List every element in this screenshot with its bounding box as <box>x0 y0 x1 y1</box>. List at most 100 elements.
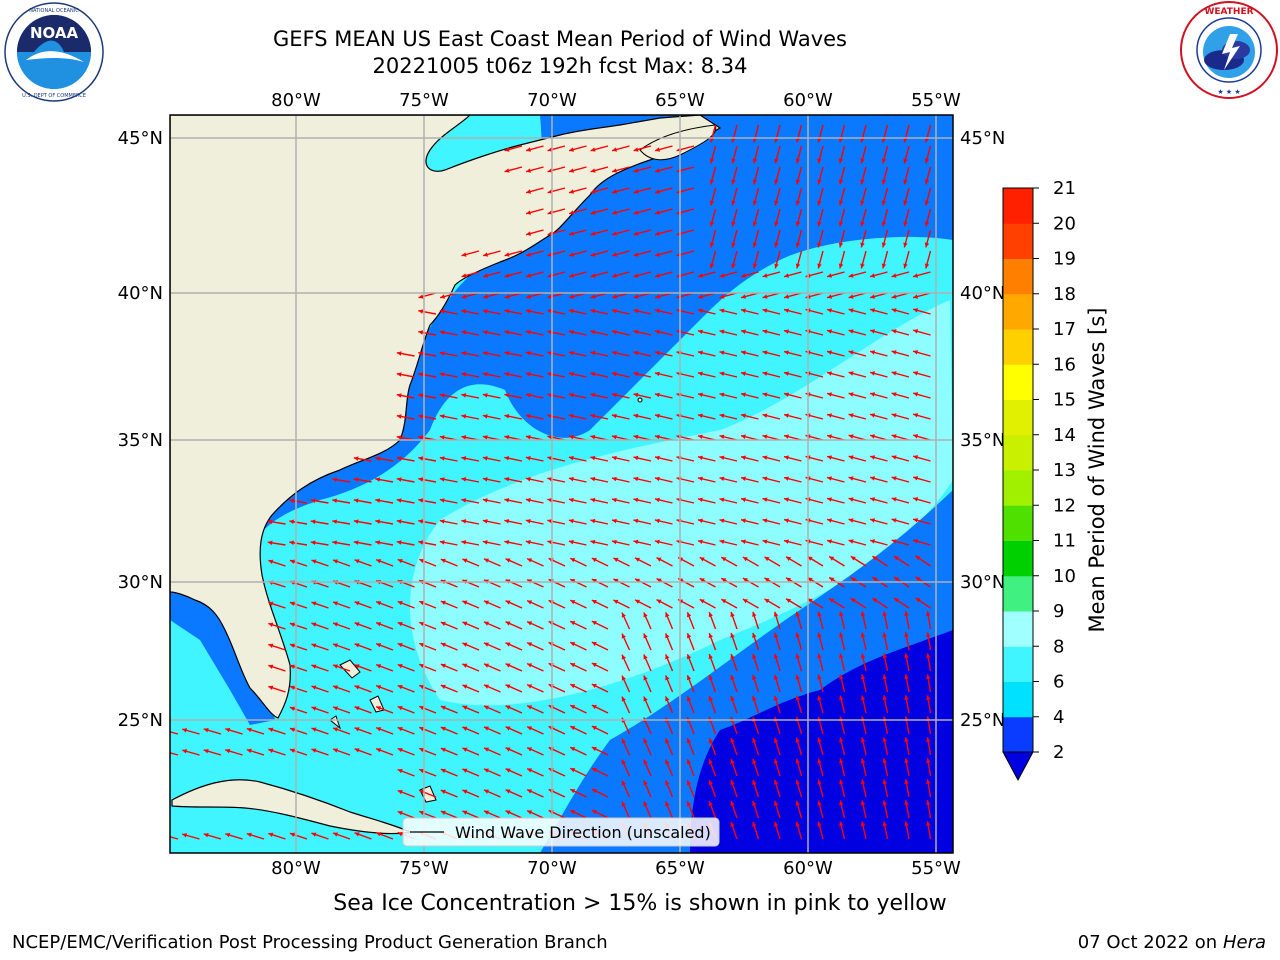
wave-arrow-head <box>439 519 445 524</box>
wave-arrow-head <box>569 168 575 173</box>
wave-arrow-head <box>419 705 425 711</box>
wave-arrow-head <box>570 621 576 626</box>
wave-arrow-head <box>913 329 919 334</box>
wave-arrow-head <box>904 737 909 743</box>
wave-arrow-head <box>483 768 489 773</box>
wave-arrow-head <box>870 329 876 334</box>
wave-arrow-head <box>633 518 639 524</box>
wave-arrow-head <box>570 705 576 710</box>
wave-arrow-head <box>376 727 382 732</box>
wave-arrow-head <box>418 351 424 356</box>
wave-arrow-head <box>397 832 403 837</box>
wave-arrow-head <box>872 598 878 603</box>
wave-arrow-head <box>591 642 597 647</box>
wave-arrow-head <box>731 158 736 164</box>
lon-label-top: 75°W <box>399 90 449 111</box>
wave-arrow-head <box>311 748 317 753</box>
wave-arrow-head <box>708 675 713 681</box>
colorbar-bin <box>1003 646 1033 682</box>
wave-arrow-head <box>527 810 533 815</box>
wave-arrow-head <box>731 179 736 185</box>
colorbar-tick-label: 16 <box>1053 354 1076 375</box>
wave-arrow-head <box>829 556 835 561</box>
wave-arrow-head <box>795 632 800 638</box>
wave-arrow-head <box>860 758 866 764</box>
wave-arrow-head <box>870 413 876 418</box>
wave-arrow-head <box>891 413 897 418</box>
wave-arrow-head <box>752 737 757 743</box>
wave-arrow-head <box>686 780 692 786</box>
wave-arrow-head <box>527 705 533 710</box>
colorbar-bin <box>1003 470 1033 506</box>
wave-arrow-head <box>333 559 338 564</box>
wave-arrow-head <box>708 696 713 702</box>
wave-arrow-head <box>731 263 736 269</box>
wave-arrow-head <box>526 210 532 215</box>
wave-arrow-head <box>483 642 489 647</box>
wave-arrow-head <box>881 242 887 248</box>
wave-arrow-head <box>439 477 445 482</box>
wave-arrow-head <box>817 653 822 659</box>
wave-arrow-head <box>827 371 832 376</box>
wave-arrow-head <box>590 252 596 257</box>
wave-arrow-head <box>547 308 553 314</box>
wave-arrow-head <box>182 833 188 838</box>
wave-arrow-head <box>817 674 822 680</box>
wave-arrow-head <box>612 252 618 257</box>
arrow-legend: Wind Wave Direction (unscaled) <box>402 817 720 847</box>
wave-arrow-head <box>827 476 832 481</box>
lat-label-right: 40°N <box>960 283 1005 304</box>
wave-arrow-head <box>817 263 822 269</box>
wave-arrow-head <box>926 800 931 806</box>
lon-label-bottom: 70°W <box>527 858 577 879</box>
wave-arrow-head <box>730 632 735 638</box>
wave-arrow-head <box>376 832 382 837</box>
wave-arrow-head <box>656 599 662 604</box>
colorbar-label: Mean Period of Wind Waves [s] <box>1085 307 1109 633</box>
wave-arrow-head <box>762 434 768 439</box>
colorbar-bin <box>1003 188 1033 224</box>
wave-arrow-head <box>396 372 402 377</box>
wave-arrow-head <box>482 540 488 545</box>
wave-arrow-head <box>611 455 617 461</box>
wave-arrow-head <box>665 780 670 786</box>
wave-arrow-head <box>527 768 533 773</box>
wave-arrow-head <box>396 456 402 461</box>
wave-arrow-head <box>311 664 317 669</box>
lat-label-right: 35°N <box>960 430 1005 451</box>
wave-arrow-head <box>311 601 317 606</box>
wave-arrow-head <box>439 330 445 335</box>
wave-arrow-head <box>752 200 758 206</box>
wave-arrow-head <box>848 308 854 313</box>
wave-arrow-shaft <box>170 752 179 756</box>
wave-arrow-head <box>311 559 317 564</box>
wave-arrow-head <box>762 413 768 418</box>
wave-arrow-head <box>268 559 274 564</box>
colorbar-bin <box>1003 399 1033 436</box>
wave-arrow-head <box>741 308 746 313</box>
wave-arrow-head <box>773 632 779 638</box>
wave-arrow-head <box>462 768 468 773</box>
wave-arrow-head <box>665 654 670 660</box>
colorbar-tick-label: 10 <box>1053 566 1076 587</box>
wave-arrow-head <box>872 556 878 561</box>
wave-arrow-head <box>913 308 919 313</box>
wave-arrow-head <box>784 539 789 544</box>
wave-arrow-head <box>527 789 533 794</box>
wave-arrow-head <box>891 518 897 523</box>
wave-arrow-head <box>611 392 617 398</box>
wave-arrow-head <box>752 695 757 701</box>
wave-arrow-head <box>440 768 446 773</box>
wave-arrow-head <box>397 748 403 753</box>
colorbar-tick-label: 4 <box>1053 707 1064 728</box>
wave-arrow-head <box>462 600 468 605</box>
wave-arrow-head <box>419 747 425 753</box>
wave-arrow-head <box>354 601 360 606</box>
wave-arrow-head <box>719 294 725 299</box>
wave-arrow-head <box>611 413 617 419</box>
wave-arrow-head <box>926 632 931 638</box>
wave-arrow-head <box>418 393 424 398</box>
wave-arrow-head <box>419 726 425 732</box>
land-north-america <box>170 115 722 719</box>
wave-arrow-head <box>397 643 403 648</box>
